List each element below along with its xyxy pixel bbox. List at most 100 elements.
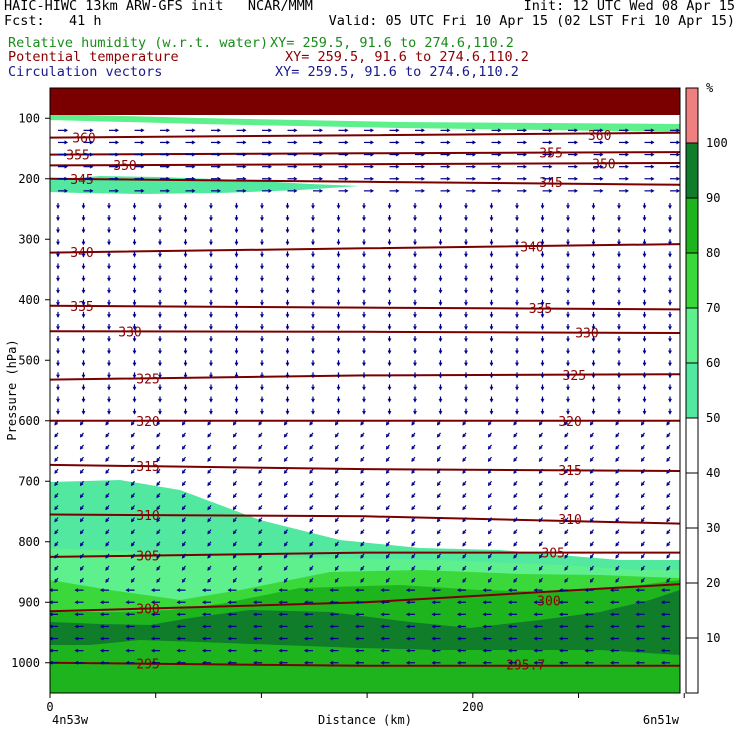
circulation-vector-head [303,624,308,629]
circulation-vector-head [540,229,545,234]
circulation-vector-head [360,542,364,547]
circulation-vector-head [283,554,288,559]
circulation-vector-head [158,301,162,306]
circulation-vector-head [156,470,160,474]
circulation-vector-head [50,660,53,665]
contour-label-350: 350 [113,159,136,174]
circulation-vector-head [191,152,196,157]
circulation-vector-head [380,600,385,605]
circulation-vector-head [181,458,186,462]
circulation-vector-head [635,588,640,593]
circulation-vector-head [130,445,135,450]
circulation-vector-head [589,530,594,535]
circulation-vector-head [489,253,494,258]
circulation-vector-head [668,229,672,234]
circulation-vector-head [540,277,545,282]
circulation-vector-head [234,205,239,209]
circulation-vector-head [56,277,60,282]
circulation-vector-head [635,612,640,617]
circulation-vector-head [105,518,109,523]
circulation-vector-head [387,362,392,367]
circulation-vector-head [642,386,647,391]
circulation-vector-head [125,636,130,641]
circulation-vector-head [482,600,487,605]
contour-label-320: 320 [136,415,159,430]
circulation-vector-head [615,530,619,535]
circulation-vector-head [107,241,111,246]
circulation-vector-head [395,140,400,145]
circulation-vector-head [558,636,563,641]
circulation-vector-head [232,554,237,559]
circulation-vector-head [132,253,137,258]
theta-contour-labels: 360 355 350 345 340 335 330 325 320 315 310 305 300 2… [66,129,615,673]
circulation-vector-head [650,128,655,133]
circulation-vector-head [489,338,494,343]
circulation-vector-head [558,660,563,665]
circulation-vector-head [79,579,84,583]
circulation-vector-head [278,612,283,617]
circulation-vector-head [150,612,155,617]
circulation-vector-head [413,265,417,270]
circulation-vector-head [566,374,570,379]
circulation-vector-head [258,530,262,535]
circulation-vector-head [668,338,672,343]
circulation-vector-head [260,362,264,367]
circulation-vector-head [413,229,417,234]
circulation-vector-head [438,205,443,209]
circulation-vector-head [132,313,137,318]
circulation-vector-head [336,313,341,318]
circulation-vector-head [507,612,512,617]
circulation-vector-head [232,566,237,571]
circulation-vector-head [309,579,313,583]
circulation-vector-head [650,140,655,145]
circulation-vector-head [436,421,441,426]
circulation-vector-head [362,205,366,209]
circulation-vector-head [303,588,308,593]
circulation-vector-head [438,313,443,318]
circulation-vector-head [436,554,441,559]
circulation-vector-head [385,518,390,523]
circulation-vector-head [431,648,436,653]
circulation-vector-head [79,518,84,523]
circulation-vector-head [462,542,466,547]
circulation-vector-head [89,128,94,133]
circulation-vector-head [436,530,441,535]
circulation-vector-head [311,313,315,318]
colorbar-label-100: 100 [706,136,728,150]
circulation-vector-head [558,600,563,605]
y-tick-label-700: 700 [18,474,40,488]
circulation-vector-head [540,398,545,403]
y-tick-label-100: 100 [18,111,40,125]
circulation-vector-head [487,494,492,499]
colorbar-label-70: 70 [706,301,720,315]
circulation-vector-head [207,458,211,462]
circulation-vector-head [336,410,341,415]
circulation-vector-head [489,277,494,282]
circulation-vector-head [615,482,619,487]
circulation-vector-head [405,636,410,641]
circulation-vector-head [293,140,298,145]
circulation-vector-head [89,140,94,145]
circulation-vector-head [387,277,392,282]
circulation-vector-head [132,241,137,246]
circulation-vector-head [303,636,308,641]
circulation-vector-head [446,164,451,169]
circulation-vector-head [81,398,86,403]
circulation-vector-head [642,362,647,367]
circulation-vector-head [56,253,60,258]
circulation-vector-head [81,241,86,246]
circulation-vector-head [107,217,111,222]
circulation-vector-head [489,265,494,270]
circulation-vector-head [513,470,517,474]
circulation-vector-head [360,494,364,499]
theta-contour-350 [50,162,680,167]
circulation-vector-head [329,612,334,617]
circulation-vector-head [209,265,213,270]
circulation-vector-head [105,566,109,571]
circulation-vector-head [497,128,502,133]
header-line1-right: Init: 12 UTC Wed 08 Apr 15 [523,0,735,14]
circulation-vector-head [201,600,206,605]
circulation-vector-head [640,506,645,511]
circulation-vector-head [507,660,512,665]
circulation-vector-head [50,648,53,653]
